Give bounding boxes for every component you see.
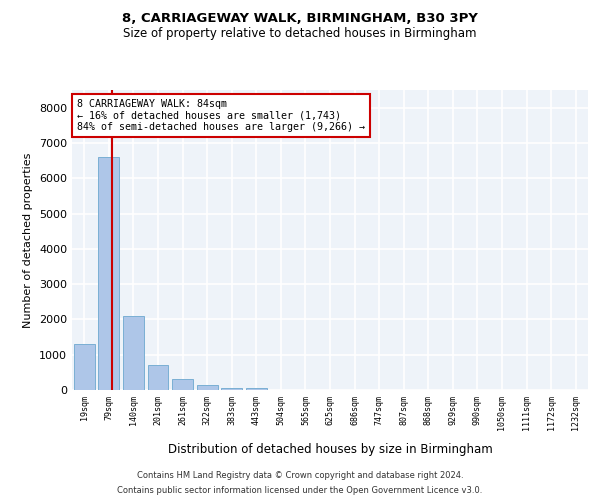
Text: Distribution of detached houses by size in Birmingham: Distribution of detached houses by size … xyxy=(167,442,493,456)
Bar xyxy=(98,157,119,390)
Text: Contains public sector information licensed under the Open Government Licence v3: Contains public sector information licen… xyxy=(118,486,482,495)
Bar xyxy=(197,386,218,390)
Text: 8, CARRIAGEWAY WALK, BIRMINGHAM, B30 3PY: 8, CARRIAGEWAY WALK, BIRMINGHAM, B30 3PY xyxy=(122,12,478,26)
Bar xyxy=(172,380,193,390)
Bar xyxy=(246,388,267,390)
Bar xyxy=(123,316,144,390)
Y-axis label: Number of detached properties: Number of detached properties xyxy=(23,152,34,328)
Bar xyxy=(74,344,95,390)
Text: Contains HM Land Registry data © Crown copyright and database right 2024.: Contains HM Land Registry data © Crown c… xyxy=(137,471,463,480)
Text: 8 CARRIAGEWAY WALK: 84sqm
← 16% of detached houses are smaller (1,743)
84% of se: 8 CARRIAGEWAY WALK: 84sqm ← 16% of detac… xyxy=(77,99,365,132)
Bar xyxy=(221,388,242,390)
Bar xyxy=(148,366,169,390)
Text: Size of property relative to detached houses in Birmingham: Size of property relative to detached ho… xyxy=(123,28,477,40)
